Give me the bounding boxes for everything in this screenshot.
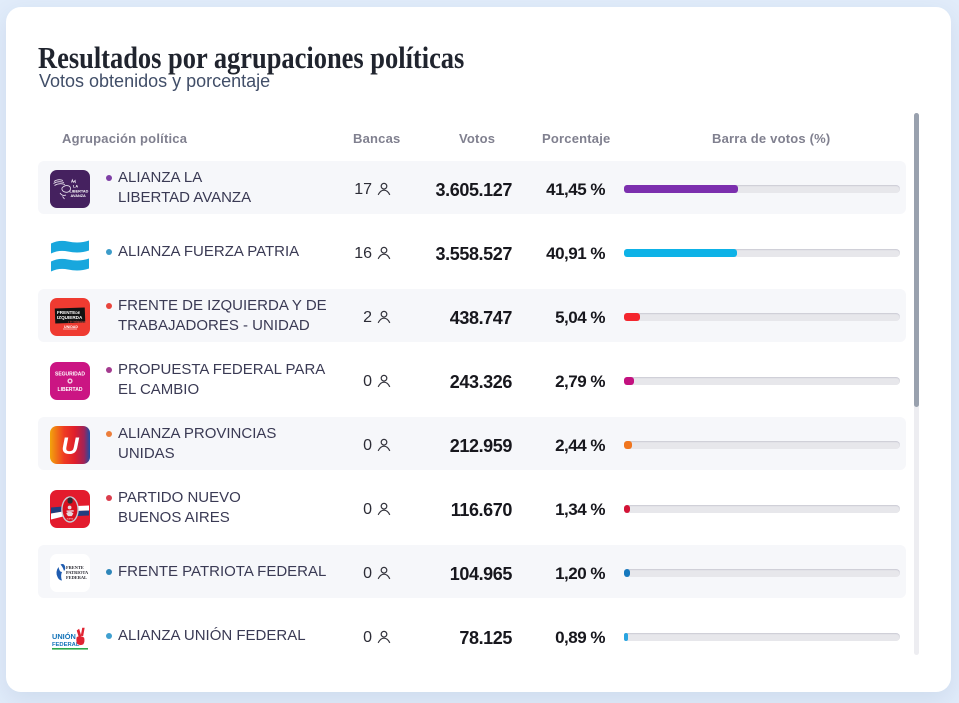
svg-text:FEDERAL: FEDERAL: [52, 642, 80, 648]
svg-text:SEGURIDAD: SEGURIDAD: [55, 372, 85, 378]
svg-text:LIBERTAD: LIBERTAD: [58, 387, 83, 393]
svg-text:nuevo: nuevo: [67, 518, 74, 521]
svg-text:U: U: [61, 433, 79, 460]
svg-text:FRENTEDE: FRENTEDE: [57, 310, 81, 315]
svg-text:FEDERAL: FEDERAL: [66, 575, 87, 580]
svg-text:AVANZA: AVANZA: [71, 194, 87, 198]
svg-text:FRENTE: FRENTE: [66, 565, 84, 570]
svg-text:LIBERTAD: LIBERTAD: [70, 189, 89, 193]
svg-text:UNIÓN: UNIÓN: [52, 632, 76, 641]
svg-text:y de trabajadores: y de trabajadores: [68, 320, 87, 323]
svg-text:IZQUIERDA: IZQUIERDA: [57, 315, 83, 320]
svg-text:LA: LA: [73, 185, 78, 189]
svg-text:UNIDAD: UNIDAD: [64, 325, 78, 329]
svg-text:PATRIOTA: PATRIOTA: [66, 570, 89, 575]
